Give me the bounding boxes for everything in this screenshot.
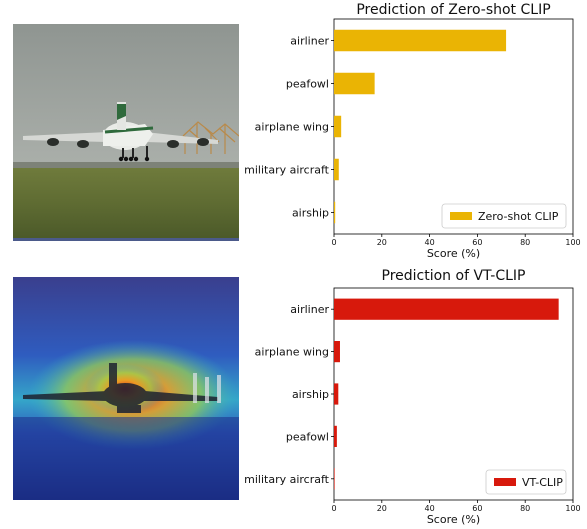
airliner-photo bbox=[13, 24, 239, 241]
x-axis-label: Score (%) bbox=[427, 247, 480, 260]
chart-title: Prediction of VT-CLIP bbox=[382, 268, 526, 284]
category-label: airship bbox=[292, 207, 329, 220]
category-label: military aircraft bbox=[244, 473, 330, 486]
legend-label: VT-CLIP bbox=[522, 476, 563, 489]
legend-label: Zero-shot CLIP bbox=[478, 210, 559, 223]
x-tick-label: 0 bbox=[331, 238, 336, 247]
x-tick-label: 20 bbox=[377, 238, 387, 247]
legend-box bbox=[485, 469, 567, 495]
x-tick-label: 60 bbox=[472, 504, 482, 513]
bar-military-aircraft bbox=[334, 468, 335, 490]
x-tick-label: 100 bbox=[565, 504, 580, 513]
legend-swatch bbox=[450, 212, 472, 220]
legend-swatch bbox=[494, 478, 516, 486]
category-label: airship bbox=[292, 388, 329, 401]
bar-peafowl bbox=[334, 72, 375, 95]
chart-title: Prediction of Zero-shot CLIP bbox=[356, 2, 550, 18]
bar-airliner bbox=[334, 29, 507, 52]
bar-airliner bbox=[334, 298, 559, 320]
x-tick-label: 60 bbox=[472, 238, 482, 247]
x-axis-label: Score (%) bbox=[427, 513, 480, 526]
chart-1: Prediction of Zero-shot CLIP airliner peaf… bbox=[244, 2, 581, 260]
category-label: airliner bbox=[290, 303, 329, 316]
category-label: airplane wing bbox=[255, 121, 329, 134]
x-tick-label: 20 bbox=[377, 504, 387, 513]
heatmap-photo-drawing bbox=[13, 277, 239, 500]
bar-airplane-wing bbox=[334, 115, 342, 138]
category-label: airplane wing bbox=[255, 346, 329, 359]
category-label: airliner bbox=[290, 35, 329, 48]
category-label: peafowl bbox=[286, 430, 329, 443]
x-tick-label: 40 bbox=[425, 504, 435, 513]
legend: Zero-shot CLIP bbox=[441, 203, 567, 229]
chart-2: Prediction of VT-CLIP airliner airplane wi… bbox=[244, 268, 581, 526]
x-tick-label: 0 bbox=[331, 504, 336, 513]
bar-peafowl bbox=[334, 425, 337, 447]
x-tick-label: 40 bbox=[425, 238, 435, 247]
airliner-photo-drawing bbox=[13, 24, 239, 241]
x-tick-label: 100 bbox=[565, 238, 580, 247]
x-tick-label: 80 bbox=[520, 238, 530, 247]
bar-airship bbox=[334, 201, 336, 224]
category-label: peafowl bbox=[286, 78, 329, 91]
heatmap-photo bbox=[13, 277, 239, 500]
legend-box bbox=[441, 203, 567, 229]
bar-military-aircraft bbox=[334, 158, 339, 181]
bar-airplane-wing bbox=[334, 341, 340, 363]
bar-airship bbox=[334, 383, 339, 405]
legend: VT-CLIP bbox=[485, 469, 567, 495]
x-tick-label: 80 bbox=[520, 504, 530, 513]
category-label: military aircraft bbox=[244, 164, 330, 177]
